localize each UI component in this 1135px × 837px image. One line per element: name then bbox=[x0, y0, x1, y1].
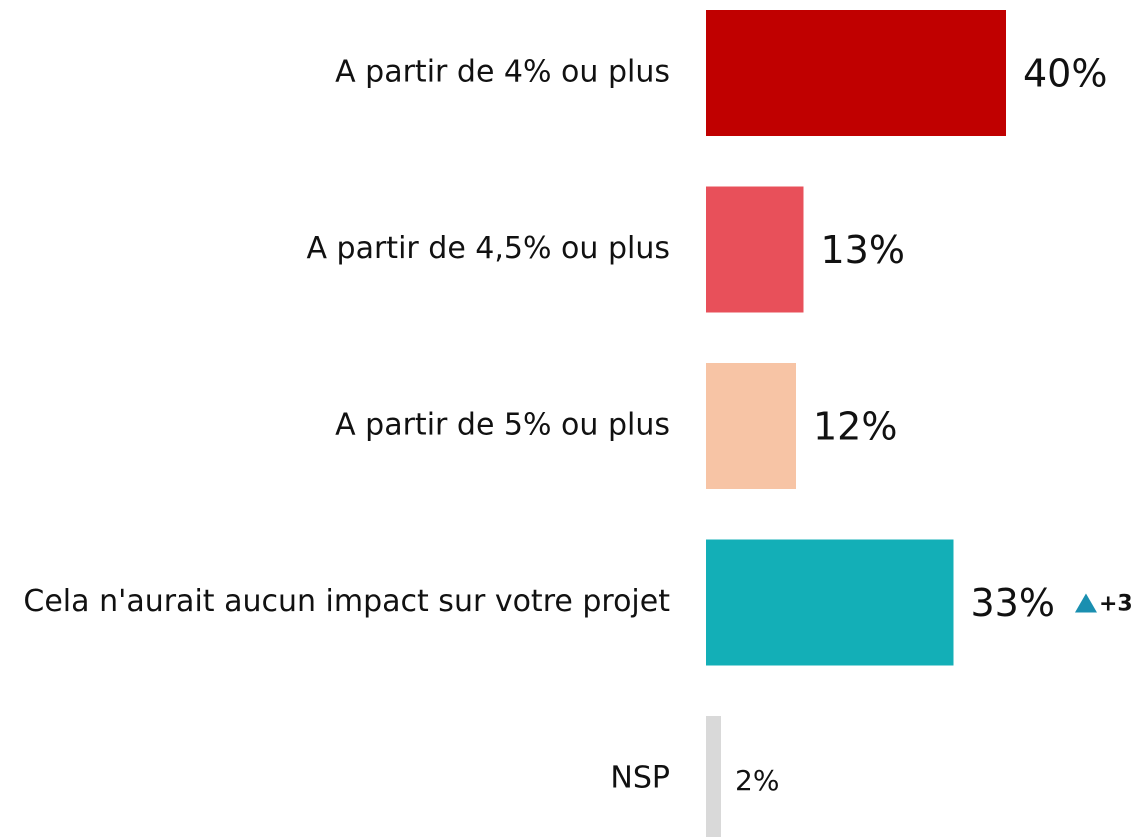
category-label: A partir de 5% ou plus bbox=[335, 408, 670, 443]
trend-icon bbox=[1074, 593, 1097, 613]
annotation: +3 bbox=[1099, 592, 1133, 617]
value-label: 40% bbox=[1023, 52, 1107, 96]
bar bbox=[706, 186, 804, 313]
value-label: 13% bbox=[821, 228, 905, 272]
bar bbox=[706, 539, 954, 666]
category-label: Cela n'aurait aucun impact sur votre pro… bbox=[23, 584, 670, 619]
value-label: 33% bbox=[971, 581, 1055, 625]
category-label: A partir de 4,5% ou plus bbox=[306, 231, 670, 266]
bar bbox=[706, 716, 721, 837]
bar bbox=[706, 10, 1006, 136]
category-label: A partir de 4% ou plus bbox=[335, 55, 670, 90]
value-label: 2% bbox=[735, 764, 779, 797]
value-label: 12% bbox=[813, 405, 897, 449]
category-label: NSP bbox=[610, 761, 670, 796]
bar bbox=[706, 363, 796, 489]
